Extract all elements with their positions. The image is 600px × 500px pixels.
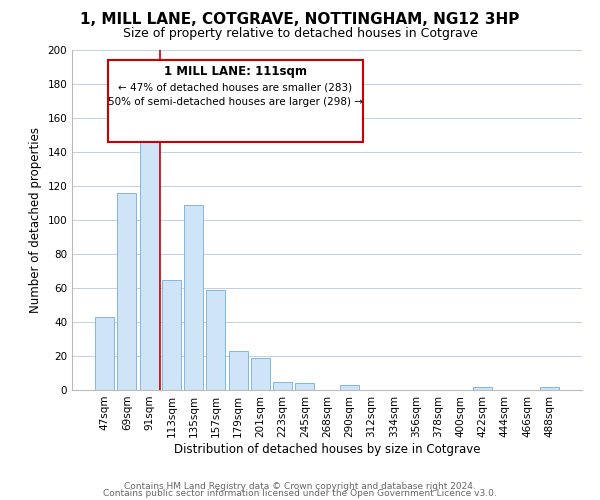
Text: Contains HM Land Registry data © Crown copyright and database right 2024.: Contains HM Land Registry data © Crown c… — [124, 482, 476, 491]
Bar — [295, 383, 314, 390]
Bar — [162, 280, 181, 390]
Text: 1 MILL LANE: 111sqm: 1 MILL LANE: 111sqm — [164, 66, 307, 78]
Bar — [140, 123, 158, 390]
Bar — [273, 382, 292, 390]
X-axis label: Distribution of detached houses by size in Cotgrave: Distribution of detached houses by size … — [174, 442, 480, 456]
Bar — [118, 193, 136, 390]
Bar — [540, 386, 559, 390]
Text: 1, MILL LANE, COTGRAVE, NOTTINGHAM, NG12 3HP: 1, MILL LANE, COTGRAVE, NOTTINGHAM, NG12… — [80, 12, 520, 28]
Bar — [184, 204, 203, 390]
Bar — [251, 358, 270, 390]
Text: 50% of semi-detached houses are larger (298) →: 50% of semi-detached houses are larger (… — [108, 97, 363, 107]
Bar — [206, 290, 225, 390]
Y-axis label: Number of detached properties: Number of detached properties — [29, 127, 42, 313]
Bar — [229, 351, 248, 390]
Bar — [340, 385, 359, 390]
Text: Contains public sector information licensed under the Open Government Licence v3: Contains public sector information licen… — [103, 489, 497, 498]
Text: ← 47% of detached houses are smaller (283): ← 47% of detached houses are smaller (28… — [118, 82, 352, 92]
Bar — [95, 317, 114, 390]
Text: Size of property relative to detached houses in Cotgrave: Size of property relative to detached ho… — [122, 28, 478, 40]
Bar — [473, 386, 492, 390]
FancyBboxPatch shape — [108, 60, 363, 142]
